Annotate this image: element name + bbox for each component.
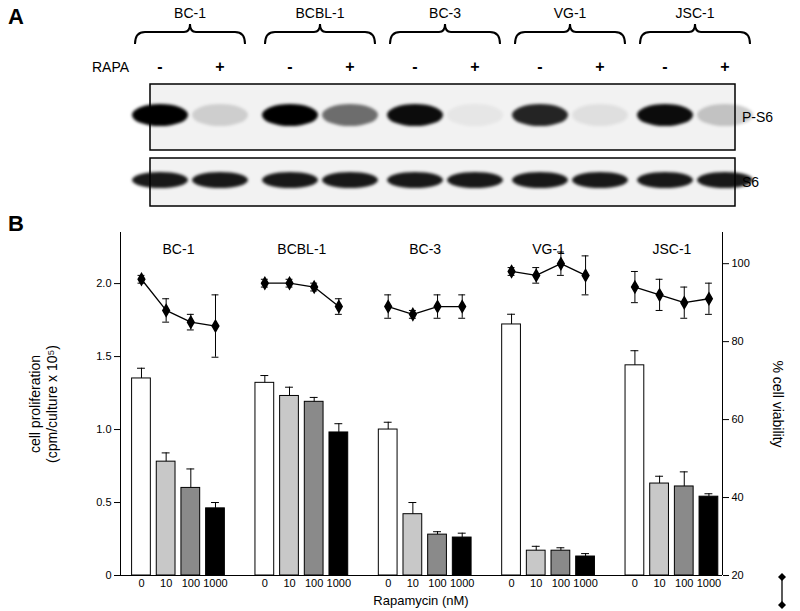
svg-text:100: 100 [675, 577, 693, 589]
svg-text:+: + [345, 58, 354, 75]
svg-text:0: 0 [262, 577, 268, 589]
svg-text:VG-1: VG-1 [532, 241, 565, 257]
svg-text:0: 0 [105, 569, 111, 581]
svg-text:100: 100 [732, 257, 750, 269]
svg-text:JSC-1: JSC-1 [652, 241, 691, 257]
svg-text:2.0: 2.0 [96, 277, 111, 289]
svg-text:-: - [662, 58, 667, 75]
svg-text:1000: 1000 [327, 577, 351, 589]
svg-text:1000: 1000 [573, 577, 597, 589]
svg-text:+: + [720, 58, 729, 75]
svg-text:+: + [215, 58, 224, 75]
svg-text:P-S6: P-S6 [742, 109, 773, 125]
html-text:cell proliferation: cell proliferation [27, 354, 43, 453]
html-text:(cpm/culture x 10⁵): (cpm/culture x 10⁵) [44, 344, 60, 463]
svg-text:80: 80 [732, 335, 744, 347]
svg-text:BCBL-1: BCBL-1 [277, 241, 326, 257]
svg-text:100: 100 [552, 577, 570, 589]
svg-text:40: 40 [732, 491, 744, 503]
html-text:B: B [8, 211, 24, 236]
svg-text:100: 100 [428, 577, 446, 589]
svg-text:1.0: 1.0 [96, 423, 111, 435]
svg-text:1.5: 1.5 [96, 350, 111, 362]
svg-text:BC-3: BC-3 [429, 5, 461, 21]
svg-text:100: 100 [305, 577, 323, 589]
svg-text:RAPA: RAPA [92, 59, 130, 75]
svg-text:1000: 1000 [697, 577, 721, 589]
svg-text:10: 10 [407, 577, 419, 589]
svg-text:BC-1: BC-1 [174, 5, 206, 21]
svg-text:-: - [287, 58, 292, 75]
svg-text:JSC-1: JSC-1 [676, 5, 715, 21]
svg-text:+: + [470, 58, 479, 75]
svg-text:-: - [412, 58, 417, 75]
svg-text:10: 10 [160, 577, 172, 589]
svg-text:-: - [157, 58, 162, 75]
svg-text:-: - [537, 58, 542, 75]
svg-text:A: A [8, 4, 24, 29]
svg-text:1000: 1000 [203, 577, 227, 589]
svg-text:0: 0 [138, 577, 144, 589]
svg-text:10: 10 [653, 577, 665, 589]
svg-text:10: 10 [530, 577, 542, 589]
svg-text:BC-1: BC-1 [163, 241, 195, 257]
html-text:% cell viability: % cell viability [769, 359, 786, 448]
svg-text:BCBL-1: BCBL-1 [295, 5, 344, 21]
svg-text:1000: 1000 [450, 577, 474, 589]
svg-text:0: 0 [508, 577, 514, 589]
svg-text:BC-3: BC-3 [409, 241, 441, 257]
svg-text:VG-1: VG-1 [554, 5, 587, 21]
html-text:Rapamycin (nM): Rapamycin (nM) [373, 593, 469, 608]
svg-text:+: + [595, 58, 604, 75]
svg-text:0: 0 [632, 577, 638, 589]
svg-text:0.5: 0.5 [96, 496, 111, 508]
svg-text:S6: S6 [742, 174, 759, 190]
svg-text:60: 60 [732, 413, 744, 425]
svg-text:0: 0 [385, 577, 391, 589]
svg-text:10: 10 [283, 577, 295, 589]
svg-text:20: 20 [732, 569, 744, 581]
svg-text:100: 100 [182, 577, 200, 589]
